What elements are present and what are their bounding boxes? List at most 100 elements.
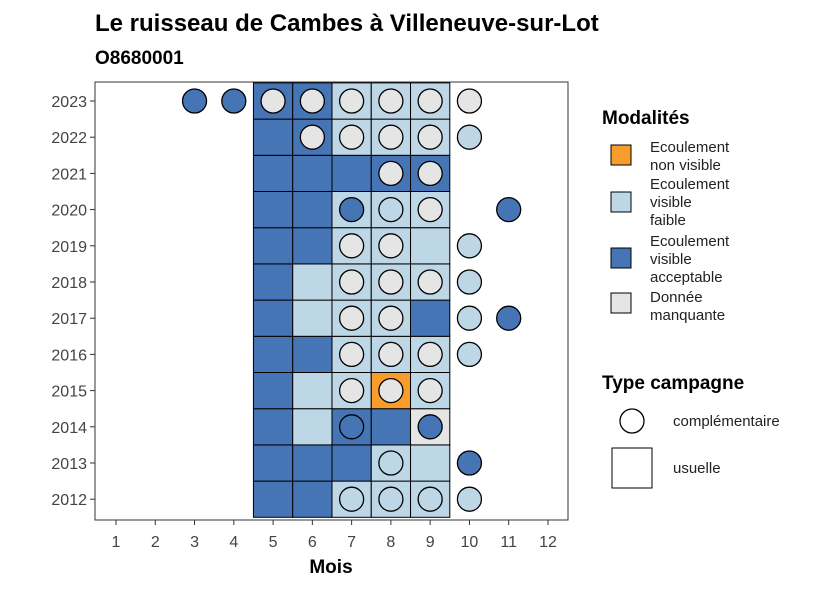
legend-key-faible: [610, 191, 632, 213]
x-tick-label: 8: [386, 534, 395, 551]
tile-2013-7: [331, 444, 372, 482]
tile-2014-5: [252, 408, 294, 446]
tile-2013-5: [252, 444, 294, 482]
tile-2016-6: [292, 335, 333, 373]
point-2015-7: [338, 377, 365, 404]
point-2022-7: [338, 124, 365, 150]
point-2016-7: [338, 341, 365, 368]
y-tick-label: 2014: [51, 420, 87, 437]
point-2019-10: [456, 233, 483, 259]
point-2012-9: [417, 486, 443, 512]
point-2014-7: [338, 414, 365, 440]
tiles-layer: [252, 82, 451, 518]
legend-label-faible: faible: [650, 212, 686, 229]
tile-2017-6: [292, 299, 333, 337]
y-tick-label: 2016: [51, 347, 87, 364]
point-2023-8: [378, 88, 404, 114]
tile-2013-6: [292, 444, 333, 482]
point-2019-8: [378, 233, 404, 259]
tile-2019-9: [410, 227, 451, 265]
point-2016-9: [417, 341, 443, 368]
legend-label-non_visible: Ecoulement: [650, 139, 730, 156]
legend-key-non_visible: [610, 144, 632, 166]
tile-2012-6: [292, 480, 333, 518]
point-2021-8: [378, 160, 404, 187]
tile-2020-5: [252, 191, 294, 229]
legend-type: Type campagne complémentaire usuelle: [602, 373, 780, 489]
y-tick-label: 2019: [51, 239, 87, 256]
point-2017-11: [496, 305, 522, 331]
y-tick-label: 2013: [51, 456, 87, 473]
legend-type-title: Type campagne: [602, 373, 744, 394]
x-tick-label: 7: [347, 534, 356, 551]
point-2021-9: [417, 160, 443, 187]
y-tick-label: 2015: [51, 384, 87, 401]
point-2022-6: [299, 124, 326, 150]
x-tick-label: 3: [190, 534, 199, 551]
tile-2021-6: [292, 154, 333, 193]
x-tick-label: 5: [269, 534, 278, 551]
point-2020-8: [378, 196, 404, 223]
plot-border: [94, 81, 569, 521]
point-2018-9: [417, 269, 443, 295]
y-tick-label: 2020: [51, 203, 87, 220]
y-axis: 2012 2013 2014 2015 2016 2017 2018 2019 2020 2021…: [51, 94, 95, 509]
tile-2019-5: [252, 227, 294, 265]
legend-key-acceptable: [610, 247, 632, 269]
point-2013-10: [456, 450, 483, 476]
x-tick-label: 4: [229, 534, 238, 551]
y-tick-label: 2012: [51, 492, 87, 509]
tile-2017-5: [252, 299, 294, 337]
tile-2015-6: [292, 372, 333, 410]
legend-label-acceptable: visible: [650, 251, 692, 268]
point-2012-10: [456, 486, 483, 512]
point-2020-11: [496, 196, 522, 223]
point-2016-10: [456, 341, 483, 368]
point-2015-8: [378, 377, 404, 404]
point-2012-7: [338, 486, 365, 512]
tile-2019-6: [292, 227, 333, 265]
tile-2014-8: [370, 408, 412, 446]
tile-2016-5: [252, 335, 294, 373]
chart-title: Le ruisseau de Cambes à Villeneuve-sur-L…: [95, 10, 599, 37]
point-2023-4: [221, 88, 247, 114]
tile-2012-5: [252, 480, 294, 518]
tile-2021-7: [331, 154, 372, 193]
legend-label-type: complémentaire: [673, 413, 780, 430]
tile-2018-6: [292, 263, 333, 301]
point-2015-9: [417, 377, 443, 404]
point-2016-8: [378, 341, 404, 368]
tile-2020-6: [292, 191, 333, 229]
tile-2021-5: [252, 154, 294, 193]
point-2017-8: [378, 305, 404, 331]
x-tick-label: 9: [426, 534, 435, 551]
point-2013-8: [378, 450, 404, 476]
point-2017-7: [338, 305, 365, 331]
tile-2022-5: [252, 118, 294, 156]
point-2018-7: [338, 269, 365, 295]
point-2012-8: [378, 486, 404, 512]
point-2014-9: [417, 414, 443, 440]
point-2022-9: [417, 124, 443, 150]
legend-key-circle: [619, 408, 645, 434]
point-2018-10: [456, 269, 483, 295]
x-tick-label: 2: [151, 534, 160, 551]
y-tick-label: 2017: [51, 311, 87, 328]
point-2020-7: [338, 196, 365, 223]
y-tick-label: 2023: [51, 94, 87, 111]
point-2023-5: [260, 88, 286, 114]
point-2017-10: [456, 305, 483, 331]
point-2018-8: [378, 269, 404, 295]
point-2020-9: [417, 196, 443, 223]
legend-label-manquante: manquante: [650, 307, 725, 324]
tile-2015-5: [252, 372, 294, 410]
legend-label-manquante: Donnée: [650, 289, 703, 306]
tile-2017-9: [410, 299, 451, 337]
x-axis: 1 2 3 4 5 6 7 8 9 10 11 12: [112, 520, 557, 551]
legend-key-square: [611, 447, 653, 489]
tile-2013-9: [410, 444, 451, 482]
point-2023-10: [456, 88, 483, 114]
x-tick-label: 6: [308, 534, 317, 551]
